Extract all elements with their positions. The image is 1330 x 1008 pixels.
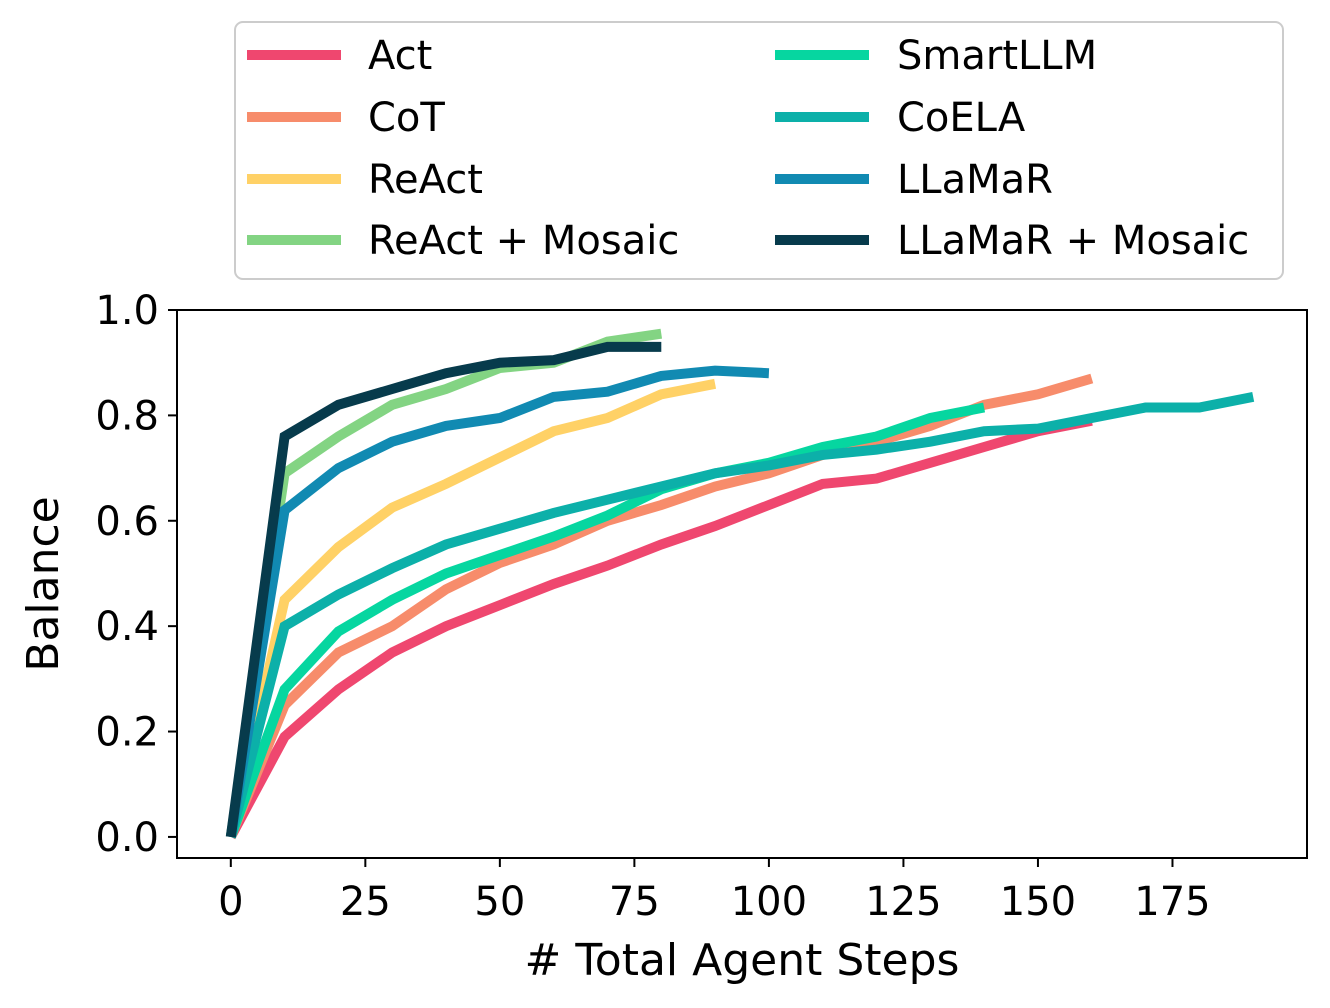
y-tick-label: 0.8 — [95, 393, 159, 439]
y-tick-label: 0.6 — [95, 499, 159, 545]
legend-label-llamar-mosaic: LLaMaR + Mosaic — [897, 218, 1249, 264]
y-tick-label: 0.0 — [95, 815, 159, 861]
x-tick-label: 175 — [1134, 879, 1210, 925]
legend-label-smartllm: SmartLLM — [897, 33, 1097, 79]
x-tick-label: 150 — [1000, 879, 1076, 925]
x-tick-label: 125 — [865, 879, 941, 925]
legend-box — [234, 21, 1284, 280]
y-axis-label: Balance — [18, 496, 69, 671]
series-line-smartllm — [226, 402, 986, 839]
series-line-cot — [226, 373, 1094, 839]
legend: Act CoT ReAct ReAct + Mosaic SmartLLM Co… — [234, 21, 1284, 280]
x-tick-label: 50 — [474, 879, 525, 925]
series-layer — [225, 328, 1255, 840]
x-axis-label: # Total Agent Steps — [525, 935, 960, 986]
series-line-react — [225, 378, 717, 839]
legend-label-llamar: LLaMaR — [897, 157, 1053, 203]
legend-label-coela: CoELA — [897, 95, 1026, 141]
x-tick-label: 75 — [609, 879, 660, 925]
legend-label-react: ReAct — [368, 157, 483, 203]
legend-label-cot: CoT — [368, 95, 445, 141]
plot-frame — [176, 309, 1308, 859]
series-line-llamar — [225, 365, 770, 838]
legend-label-react-mosaic: ReAct + Mosaic — [368, 218, 679, 264]
x-tick-label: 100 — [731, 879, 807, 925]
legend-label-act: Act — [368, 33, 432, 79]
x-tick-label: 0 — [218, 879, 243, 925]
tick-layer: 0 25 50 75 100 125 150 175 0.0 0.2 0.4 0.6 0.8 1.0 — [95, 288, 1210, 925]
y-tick-label: 0.2 — [95, 710, 159, 756]
series-line-act — [226, 415, 1093, 840]
series-line-coela — [225, 391, 1255, 839]
y-tick-label: 0.4 — [95, 604, 159, 650]
y-tick-label: 1.0 — [95, 288, 159, 334]
series-line-llamar-mosaic — [225, 341, 662, 838]
x-tick-label: 25 — [340, 879, 391, 925]
